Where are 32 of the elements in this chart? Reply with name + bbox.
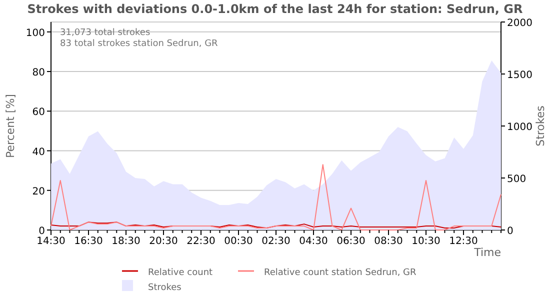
- legend-label: Strokes: [148, 283, 182, 293]
- x-tick-label: 00:30: [224, 236, 253, 247]
- x-tick-label: 10:30: [412, 236, 440, 247]
- annotation: 31,073 total strokes: [60, 28, 150, 38]
- y-tick-label: 0: [38, 226, 45, 237]
- annotation: 83 total strokes station Sedrun, GR: [60, 39, 218, 49]
- y2-axis-title: Strokes: [534, 105, 547, 146]
- y2-tick-label: 2000: [507, 18, 532, 29]
- legend-label: Relative count station Sedrun, GR: [264, 268, 416, 278]
- y2-tick-label: 0: [507, 226, 514, 237]
- x-tick-label: 14:30: [36, 236, 66, 247]
- legend-label: Relative count: [148, 268, 214, 278]
- y-tick-label: 20: [32, 186, 45, 198]
- x-tick-label: 18:30: [112, 236, 140, 247]
- y-tick-label: 60: [32, 107, 45, 118]
- x-tick-label: 12:30: [449, 236, 478, 247]
- x-tick-label: 22:30: [186, 236, 216, 247]
- y-axis-title: Percent [%]: [4, 94, 17, 158]
- x-axis-title: Time: [473, 246, 502, 259]
- y2-tick-label: 1000: [507, 122, 532, 133]
- x-tick-label: 20:30: [149, 236, 178, 247]
- x-tick-label: 16:30: [74, 236, 103, 247]
- y-tick-label: 80: [32, 68, 45, 79]
- y2-tick-label: 500: [507, 174, 526, 185]
- y-tick-label: 40: [32, 146, 45, 158]
- x-tick-label: 02:30: [262, 236, 290, 247]
- x-tick-label: 08:30: [374, 236, 403, 247]
- y-tick-label: 100: [26, 28, 45, 39]
- x-tick-label: 04:30: [299, 236, 328, 247]
- y2-tick-label: 1500: [507, 70, 532, 81]
- x-tick-label: 06:30: [336, 236, 366, 247]
- chart-title: Strokes with deviations 0.0-1.0km of the last 24h for station: Sedrun, GR: [27, 2, 523, 16]
